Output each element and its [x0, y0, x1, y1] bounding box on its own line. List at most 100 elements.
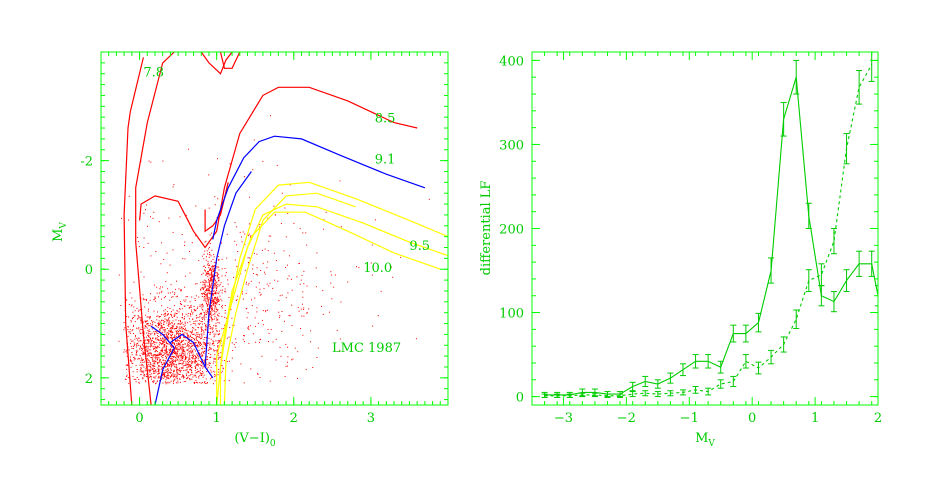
star-point — [202, 354, 204, 356]
star-point — [167, 292, 169, 294]
star-point — [166, 370, 168, 372]
star-point — [146, 361, 148, 363]
star-point — [211, 293, 213, 295]
star-point — [216, 286, 218, 288]
star-point — [182, 362, 184, 364]
star-point — [216, 272, 218, 273]
star-point — [214, 305, 216, 307]
star-point — [210, 292, 212, 294]
star-point — [210, 276, 212, 278]
star-point — [216, 267, 218, 269]
star-point — [202, 371, 204, 372]
star-point — [333, 286, 335, 288]
star-point — [193, 339, 195, 341]
star-point — [180, 355, 182, 356]
star-point — [189, 355, 191, 356]
star-point — [179, 303, 181, 304]
star-point — [199, 343, 201, 345]
star-point — [308, 308, 310, 310]
star-point — [177, 342, 179, 344]
star-point — [184, 258, 186, 260]
star-point — [208, 319, 210, 321]
star-point — [206, 305, 208, 306]
star-point — [133, 356, 135, 358]
star-point — [249, 325, 251, 327]
x-tick-label: 2 — [874, 411, 882, 426]
star-point — [168, 365, 170, 367]
star-point — [145, 339, 147, 341]
star-point — [241, 241, 243, 243]
star-point — [131, 304, 133, 306]
star-point — [149, 316, 150, 318]
star-point — [167, 319, 169, 321]
star-point — [284, 320, 285, 322]
star-point — [210, 371, 212, 373]
star-point — [215, 340, 217, 342]
star-point — [152, 381, 154, 383]
star-point — [173, 344, 175, 345]
star-point — [156, 292, 158, 294]
star-point — [150, 334, 152, 336]
star-point — [207, 358, 209, 360]
star-point — [166, 322, 168, 324]
star-point — [189, 336, 191, 338]
star-point — [180, 326, 182, 328]
star-point — [195, 324, 197, 326]
star-point — [148, 336, 150, 338]
star-point — [264, 273, 266, 275]
star-point — [168, 322, 170, 324]
star-point — [231, 370, 233, 372]
star-point — [211, 277, 213, 279]
y-tick-label: 300 — [499, 138, 524, 153]
star-point — [158, 354, 160, 356]
star-point — [211, 377, 212, 379]
star-point — [192, 327, 193, 329]
star-point — [181, 353, 183, 355]
star-point — [207, 299, 209, 301]
star-point — [213, 290, 215, 292]
star-point — [148, 160, 150, 162]
star-point — [170, 336, 172, 338]
star-point — [231, 317, 233, 319]
star-point — [204, 361, 205, 363]
star-point — [206, 296, 208, 298]
star-point — [196, 332, 197, 334]
star-point — [226, 317, 227, 319]
star-point — [148, 359, 149, 361]
star-point — [146, 316, 148, 318]
star-point — [201, 365, 203, 367]
isochrone-line — [204, 171, 252, 368]
star-point — [154, 348, 156, 350]
star-point — [200, 321, 202, 322]
star-point — [133, 324, 134, 326]
star-point — [191, 311, 192, 313]
star-point — [212, 304, 214, 306]
star-point — [214, 285, 216, 287]
star-point — [155, 383, 156, 385]
star-point — [138, 246, 140, 248]
star-point — [208, 264, 210, 266]
star-point — [231, 342, 233, 344]
star-point — [217, 273, 219, 275]
star-point — [153, 354, 155, 356]
star-point — [217, 198, 219, 200]
star-point — [179, 358, 181, 360]
star-point — [206, 273, 208, 275]
star-point — [154, 347, 156, 349]
star-point — [170, 368, 172, 370]
star-point — [208, 174, 210, 176]
star-point — [145, 320, 147, 322]
star-point — [142, 332, 143, 334]
star-point — [203, 253, 205, 255]
star-point — [140, 367, 142, 369]
star-point — [187, 322, 189, 324]
star-point — [253, 139, 255, 141]
star-point — [150, 161, 152, 163]
star-point — [182, 359, 184, 361]
star-point — [211, 279, 213, 281]
star-point — [216, 275, 218, 276]
star-point — [217, 340, 219, 342]
star-point — [153, 310, 155, 312]
star-point — [199, 363, 201, 365]
star-point — [182, 317, 183, 319]
